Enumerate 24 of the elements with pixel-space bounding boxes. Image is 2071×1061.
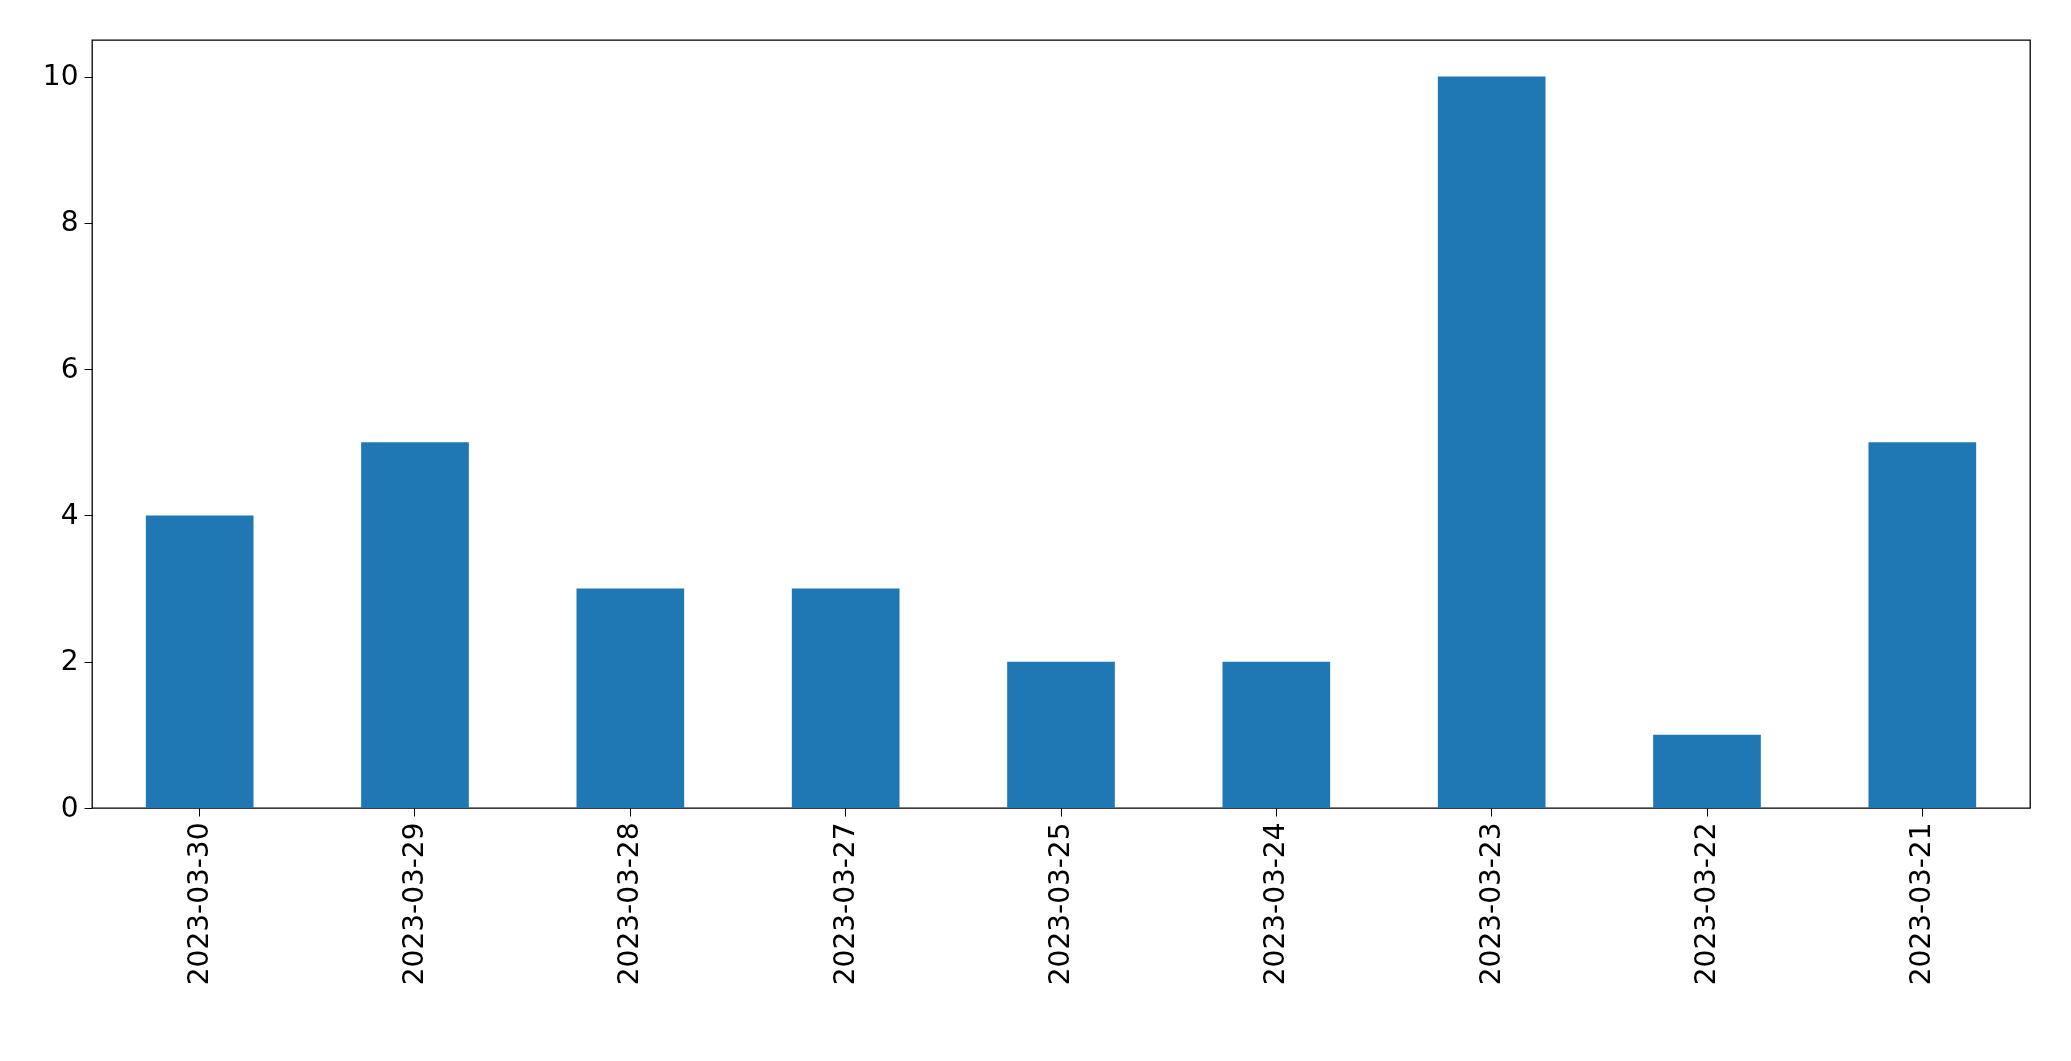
x-tick-label: 2023-03-28	[612, 822, 646, 986]
x-tick-label: 2023-03-24	[1258, 822, 1292, 986]
bar	[1222, 661, 1331, 808]
x-tick-label: 2023-03-22	[1689, 822, 1722, 986]
x-tick-label: 2023-03-25	[1043, 822, 1076, 986]
bar	[1007, 661, 1115, 808]
bar	[361, 442, 469, 808]
bar	[1868, 442, 1977, 808]
x-tick-label: 2023-03-27	[827, 822, 861, 986]
y-tick-label: 8	[60, 205, 79, 239]
y-tick-label: 0	[60, 790, 79, 824]
y-tick-label: 2	[60, 644, 79, 678]
x-tick-label: 2023-03-21	[1904, 822, 1938, 986]
bar	[791, 588, 900, 808]
bar	[1437, 76, 1546, 808]
y-tick-label: 10	[42, 59, 79, 93]
x-tick-label: 2023-03-23	[1473, 822, 1507, 986]
y-tick-label: 4	[60, 497, 79, 531]
bar	[1653, 734, 1761, 808]
bar	[576, 588, 685, 808]
x-tick-label: 2023-03-30	[181, 822, 215, 986]
y-tick-label: 6	[60, 351, 79, 385]
x-tick-label: 2023-03-29	[397, 822, 430, 986]
bar	[145, 515, 254, 808]
